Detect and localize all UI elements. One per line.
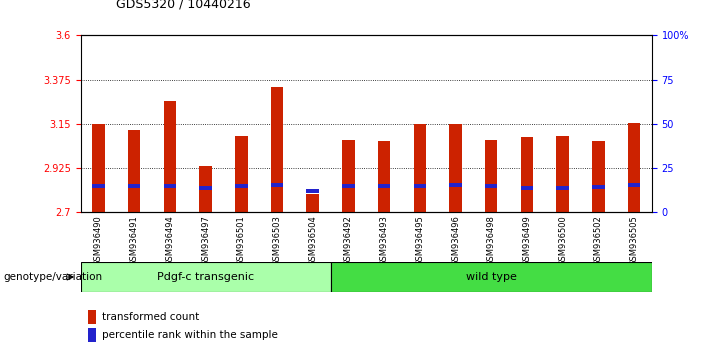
- Bar: [628, 183, 640, 187]
- Text: GSM936505: GSM936505: [629, 215, 639, 266]
- Bar: [378, 184, 390, 188]
- Bar: [199, 186, 212, 190]
- Bar: [235, 136, 247, 212]
- Bar: [235, 184, 247, 188]
- Text: GSM936491: GSM936491: [130, 215, 139, 266]
- Bar: [378, 141, 390, 212]
- Bar: [163, 101, 176, 212]
- Text: GSM936501: GSM936501: [237, 215, 246, 266]
- Text: wild type: wild type: [465, 272, 517, 282]
- Bar: [342, 139, 355, 212]
- Bar: [163, 184, 176, 188]
- Text: GSM936493: GSM936493: [380, 215, 388, 266]
- Text: transformed count: transformed count: [102, 312, 199, 322]
- Text: GSM936499: GSM936499: [522, 215, 531, 266]
- Bar: [628, 123, 640, 212]
- Text: Pdgf-c transgenic: Pdgf-c transgenic: [157, 272, 254, 282]
- Text: GSM936504: GSM936504: [308, 215, 318, 266]
- Bar: [81, 262, 331, 292]
- Text: GDS5320 / 10440216: GDS5320 / 10440216: [116, 0, 250, 11]
- Bar: [271, 183, 283, 187]
- Text: percentile rank within the sample: percentile rank within the sample: [102, 330, 278, 340]
- Bar: [331, 262, 652, 292]
- Text: GSM936495: GSM936495: [415, 215, 424, 266]
- Bar: [557, 186, 569, 190]
- Bar: [93, 124, 104, 212]
- Bar: [449, 183, 462, 187]
- Bar: [521, 137, 533, 212]
- Bar: [128, 130, 140, 212]
- Text: GSM936498: GSM936498: [486, 215, 496, 266]
- Bar: [414, 124, 426, 212]
- Bar: [557, 136, 569, 212]
- Text: GSM936502: GSM936502: [594, 215, 603, 266]
- Bar: [306, 189, 319, 193]
- Bar: [271, 86, 283, 212]
- Text: GSM936490: GSM936490: [94, 215, 103, 266]
- Bar: [306, 194, 319, 212]
- Bar: [449, 124, 462, 212]
- Text: genotype/variation: genotype/variation: [4, 272, 102, 282]
- Bar: [93, 184, 104, 188]
- Text: GSM936492: GSM936492: [344, 215, 353, 266]
- Text: GSM936500: GSM936500: [558, 215, 567, 266]
- Bar: [485, 139, 498, 212]
- Text: GSM936503: GSM936503: [273, 215, 282, 266]
- Bar: [592, 185, 605, 189]
- Bar: [592, 141, 605, 212]
- Bar: [128, 184, 140, 188]
- Bar: [342, 184, 355, 188]
- Text: GSM936494: GSM936494: [165, 215, 175, 266]
- Bar: [199, 166, 212, 212]
- Bar: [521, 186, 533, 190]
- Text: GSM936497: GSM936497: [201, 215, 210, 266]
- Bar: [485, 184, 498, 188]
- Text: GSM936496: GSM936496: [451, 215, 460, 266]
- Bar: [414, 184, 426, 188]
